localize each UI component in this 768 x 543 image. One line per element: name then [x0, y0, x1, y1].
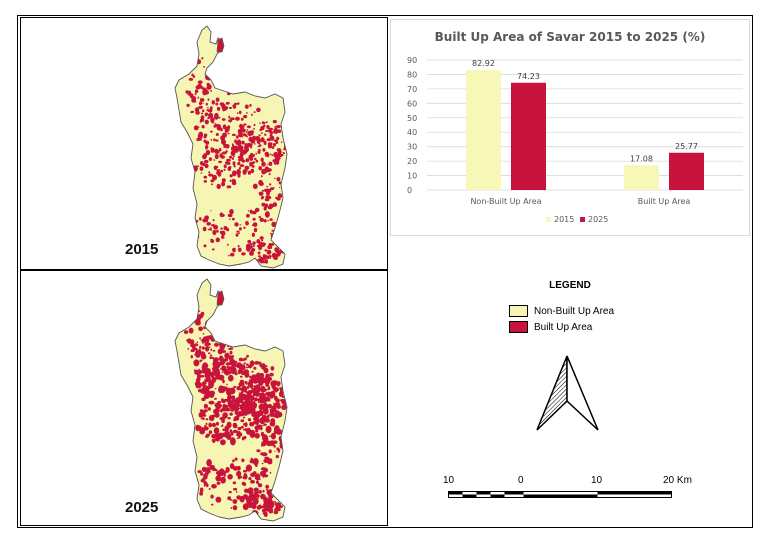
scale-label-10-right: 10: [591, 475, 603, 486]
chart-legend-label: 2025: [588, 215, 608, 224]
scale-label-10-left: 10: [443, 475, 455, 486]
scale-label-20-km: 20 Km: [663, 475, 692, 486]
data-label: 25.77: [675, 142, 698, 151]
scale-label-0: 0: [518, 475, 524, 486]
legend-swatch-non-built: [509, 305, 528, 317]
bar-2025-1: [669, 152, 704, 190]
map-layout-frame: [17, 15, 753, 528]
y-tick-label: 30: [407, 143, 417, 152]
y-tick-label: 40: [407, 128, 417, 137]
data-label: 82.92: [472, 59, 495, 68]
north-arrow-icon: [536, 355, 599, 431]
legend-item-built: Built Up Area: [509, 320, 592, 334]
x-category-label: Non-Built Up Area: [470, 197, 541, 206]
data-label: 17.08: [630, 154, 653, 163]
y-tick-label: 20: [407, 157, 417, 166]
legend-label-built: Built Up Area: [534, 321, 593, 333]
y-tick-label: 80: [407, 70, 417, 79]
map-panel-2025: 2025: [20, 270, 388, 526]
chart-legend-label: 2015: [554, 215, 574, 224]
legend-title: LEGEND: [549, 280, 591, 291]
y-tick-label: 60: [407, 99, 417, 108]
bar-2015-0: [466, 70, 501, 190]
bar-2015-1: [624, 165, 659, 190]
map-year-label-2015: 2015: [125, 241, 159, 258]
map-year-label-2025: 2025: [125, 499, 159, 516]
legend-label-non-built: Non-Built Up Area: [534, 305, 615, 317]
y-tick-label: 0: [407, 186, 412, 195]
data-label: 74.23: [517, 72, 540, 81]
x-category-label: Built Up Area: [638, 197, 691, 206]
y-tick-label: 70: [407, 85, 417, 94]
y-tick-label: 50: [407, 114, 417, 123]
scale-bar: [448, 491, 672, 498]
y-tick-label: 90: [407, 56, 417, 65]
chart-plot: 0 10 20 30 40 50 60 70 80 90 82.92 74.23 Non-Built U…: [407, 56, 743, 224]
chart-title: Built Up Area of Savar 2015 to 2025 (%): [434, 30, 706, 44]
chart-legend-swatch: [580, 217, 585, 222]
legend-swatch-built: [509, 321, 528, 333]
savar-map-2015: [174, 25, 288, 269]
bar-2025-0: [511, 82, 546, 190]
builtup-chart: Built Up Area of Savar 2015 to 2025 (%) …: [390, 19, 750, 236]
chart-legend-swatch: [546, 217, 551, 222]
y-tick-label: 10: [407, 172, 417, 181]
legend-item-non-built: Non-Built Up Area: [509, 304, 614, 318]
savar-map-2025: [174, 278, 288, 522]
map-panel-2015: 2015: [20, 17, 388, 270]
